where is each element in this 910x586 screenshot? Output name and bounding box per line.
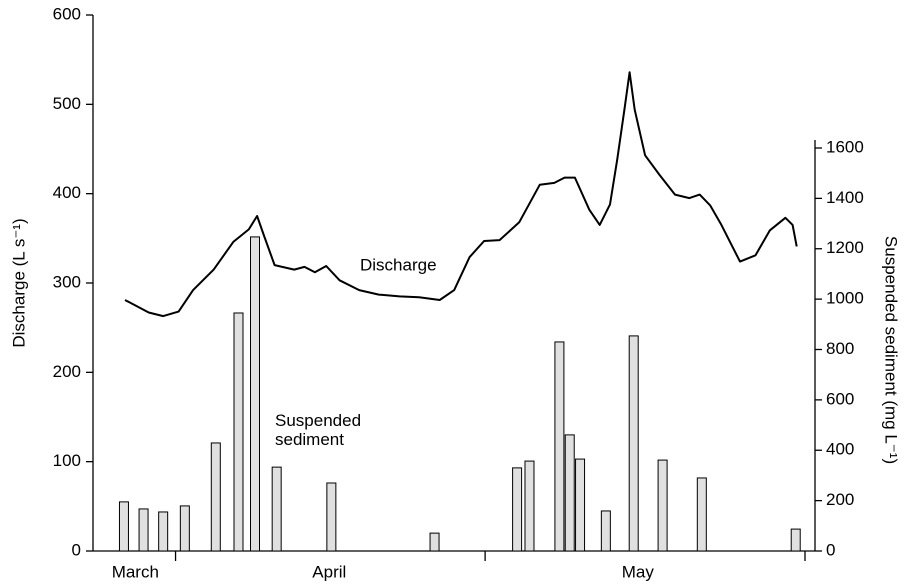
series-label-line: sediment [275, 430, 344, 449]
y2-axis-label: Suspended sediment (mg L⁻¹) [882, 236, 901, 464]
bar [179, 505, 190, 552]
y2-tick-label: 600 [826, 389, 854, 408]
bar [158, 511, 169, 552]
bar [233, 312, 244, 552]
y-tick-label: 300 [53, 272, 81, 291]
y2-tick-label: 1200 [826, 238, 864, 257]
bar [575, 458, 586, 552]
y-tick-label: 100 [53, 451, 81, 470]
bar [554, 341, 565, 552]
y2-tick-label: 800 [826, 339, 854, 358]
x-tick-label: May [622, 562, 655, 581]
x-tick-label: March [112, 562, 159, 581]
bar [326, 482, 337, 552]
x-tick-label: April [312, 562, 346, 581]
bar [696, 477, 707, 552]
bar [250, 236, 261, 552]
y-tick-label: 400 [53, 183, 81, 202]
y2-tick-label: 1400 [826, 188, 864, 207]
y2-tick-label: 1000 [826, 289, 864, 308]
y-axis-label: Discharge (L s⁻¹) [9, 218, 28, 347]
bar [564, 434, 575, 552]
y-tick-label: 500 [53, 94, 81, 113]
y-tick-label: 0 [72, 540, 81, 559]
bar [790, 528, 801, 552]
line [124, 71, 798, 318]
bar [138, 508, 149, 552]
bar [271, 466, 282, 552]
bar [512, 467, 523, 552]
bar [600, 510, 611, 552]
bar [210, 442, 221, 552]
y2-tick-label: 0 [826, 540, 835, 559]
y-tick-label: 600 [53, 4, 81, 23]
bar [429, 532, 440, 552]
y2-tick-label: 1600 [826, 137, 864, 156]
bar [118, 501, 129, 552]
y2-tick-label: 200 [826, 490, 854, 509]
y2-tick-label: 400 [826, 440, 854, 459]
bar [657, 459, 668, 552]
series-label: Discharge [360, 255, 437, 274]
series-label-line: Suspended [275, 411, 361, 430]
bar [524, 460, 535, 552]
y-tick-label: 200 [53, 362, 81, 381]
bar [628, 335, 639, 552]
series-label: Suspended sediment [275, 411, 361, 449]
